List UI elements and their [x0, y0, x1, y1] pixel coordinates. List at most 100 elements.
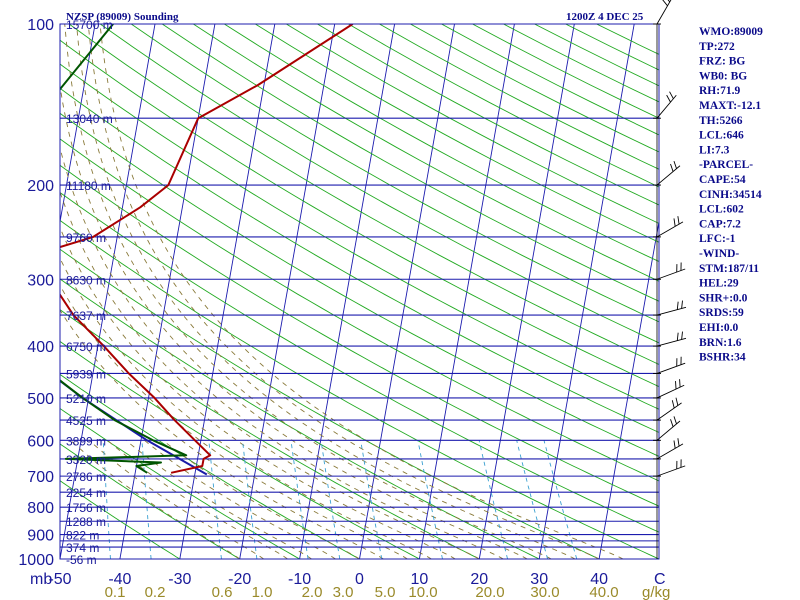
height-label: 7637 m — [66, 309, 106, 323]
sounding-index-line: -WIND- — [699, 248, 739, 260]
sounding-index-line: LFC:-1 — [699, 233, 736, 245]
pressure-tick-label: 800 — [27, 500, 54, 517]
wind-barb-flag — [673, 218, 676, 227]
wind-barb-shaft — [656, 402, 682, 421]
temperature-tick-label: 20 — [470, 571, 488, 588]
sounding-index-line: CINH:34514 — [699, 189, 762, 201]
wind-barb — [653, 416, 681, 441]
wind-barb-flag — [676, 301, 679, 310]
isotherm-line — [299, 24, 396, 559]
wind-barb — [653, 0, 672, 25]
isotherm-line — [60, 24, 96, 225]
sounding-index-line: LI:7.3 — [699, 144, 730, 156]
moist-adiabat-line — [60, 309, 384, 559]
temperature-tick-label: -10 — [288, 571, 311, 588]
wind-barb — [653, 91, 677, 119]
mixing-ratio-label: 3.0 — [333, 584, 354, 600]
wind-barb-flag — [677, 438, 680, 447]
sounding-index-line: FRZ: BG — [699, 56, 745, 68]
dewpoint-trace — [60, 24, 188, 474]
temperature-tick-label: 40 — [590, 571, 608, 588]
temperature-tick-label: -30 — [168, 571, 191, 588]
sounding-index-line: SRDS:59 — [699, 307, 744, 319]
height-label: 8630 m — [66, 273, 106, 287]
wind-barb-flag — [676, 332, 679, 341]
pressure-tick-label: 300 — [27, 272, 54, 289]
wind-barb — [653, 459, 686, 477]
isotherm-line — [239, 24, 336, 559]
pressure-tick-label: 200 — [27, 178, 54, 195]
wind-barb-shaft — [656, 221, 684, 238]
mixing-ratio-label: 0.1 — [105, 584, 126, 600]
wind-barb — [653, 397, 682, 421]
isotherm-line — [179, 24, 276, 559]
sounding-index-line: WMO:89009 — [699, 26, 763, 38]
height-label: 2254 m — [66, 486, 106, 500]
wind-barbs — [653, 0, 687, 559]
moist-adiabat-line — [88, 439, 264, 559]
wind-barb-flag — [675, 381, 677, 390]
pressure-tick-label: 900 — [27, 528, 54, 545]
sounding-index-line: BRN:1.6 — [699, 337, 742, 349]
height-label: 5939 m — [66, 367, 106, 381]
chart-title: NZSP (89009) Sounding — [66, 11, 179, 23]
mixing-ratio-label: 30.0 — [530, 584, 559, 600]
wind-barb — [653, 160, 681, 186]
mixing-ratio-unit: g/kg — [642, 584, 670, 600]
wind-barb — [653, 379, 685, 399]
height-label: 3320 m — [66, 453, 106, 467]
height-label: 1288 m — [66, 515, 106, 529]
isotherm-line — [478, 24, 575, 559]
temperature-tick-label: 30 — [530, 571, 548, 588]
wind-barb-shaft — [656, 165, 681, 186]
isotherm-line — [598, 219, 659, 559]
height-label: 11180 m — [66, 179, 111, 193]
wind-barb-shaft — [656, 420, 681, 441]
pressure-tick-label: 700 — [27, 469, 54, 486]
wind-barb-flag — [677, 216, 680, 225]
chart-valid-time: 1200Z 4 DEC 25 — [566, 11, 644, 23]
wind-barb-flag — [681, 331, 683, 340]
temperature-tick-label: 10 — [411, 571, 429, 588]
moist-adiabat-line — [99, 24, 624, 559]
wind-barb-flag — [673, 160, 677, 169]
wind-barb — [653, 356, 686, 374]
sounding-index-line: HEL:29 — [699, 278, 739, 290]
sounding-index-line: CAPE:54 — [699, 174, 746, 186]
moist-adiabat-line — [60, 284, 408, 559]
mixing-ratio-line — [543, 440, 578, 559]
wind-barb-shaft — [656, 0, 672, 25]
height-label: 822 m — [66, 529, 99, 543]
mixing-ratio-line — [360, 440, 383, 559]
mixing-ratio-line — [417, 440, 443, 559]
pressure-tick-label: 500 — [27, 391, 54, 408]
wind-barb-flag — [673, 416, 677, 425]
mixing-ratio-label: 5.0 — [375, 584, 396, 600]
wind-barb-shaft — [656, 268, 686, 280]
wind-barb-flag — [669, 91, 674, 99]
height-label: 1756 m — [66, 501, 106, 515]
mixing-ratio-line — [478, 440, 509, 559]
wind-barb-flag — [666, 94, 671, 103]
mixing-ratio-line — [242, 440, 258, 559]
sounding-index-line: BSHR:34 — [699, 352, 746, 364]
mixing-ratio-label: 1.0 — [252, 584, 273, 600]
wind-barb-flag — [670, 419, 674, 427]
wind-barb — [653, 438, 684, 460]
wind-barb — [653, 300, 687, 316]
dry-adiabat-line — [99, 24, 659, 344]
sounding-index-line: SHR+:0.0 — [699, 292, 748, 304]
isotherm-line — [359, 24, 455, 559]
height-label: 13040 m — [66, 112, 113, 126]
mixing-ratio-label: 0.6 — [212, 584, 233, 600]
mixing-ratio-label: 20.0 — [475, 584, 504, 600]
height-label: 9760 m — [66, 231, 106, 245]
sounding-index-line: CAP:7.2 — [699, 218, 741, 230]
wind-barb-flag — [679, 379, 681, 388]
height-label: 6750 m — [66, 340, 106, 354]
pressure-unit-label: mb — [30, 571, 52, 588]
chart-grid — [60, 24, 659, 559]
wind-barb-flag — [667, 0, 671, 3]
wind-barb — [653, 331, 687, 347]
